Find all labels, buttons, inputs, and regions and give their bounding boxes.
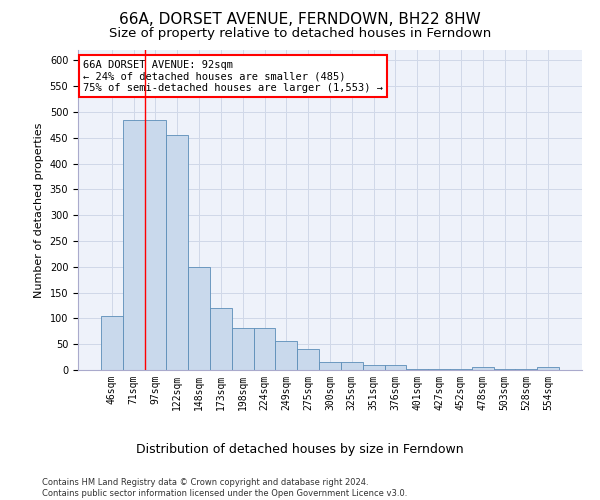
Bar — [363, 365, 385, 370]
Text: 66A, DORSET AVENUE, FERNDOWN, BH22 8HW: 66A, DORSET AVENUE, FERNDOWN, BH22 8HW — [119, 12, 481, 28]
Bar — [341, 362, 363, 370]
Bar — [385, 365, 406, 370]
Bar — [319, 362, 341, 370]
Bar — [101, 316, 123, 370]
Bar — [537, 367, 559, 370]
Bar — [123, 120, 145, 370]
Bar — [472, 367, 494, 370]
Text: 66A DORSET AVENUE: 92sqm
← 24% of detached houses are smaller (485)
75% of semi-: 66A DORSET AVENUE: 92sqm ← 24% of detach… — [83, 60, 383, 93]
Bar — [145, 120, 166, 370]
Bar — [275, 340, 297, 370]
Text: Contains HM Land Registry data © Crown copyright and database right 2024.
Contai: Contains HM Land Registry data © Crown c… — [42, 478, 407, 498]
Bar — [188, 267, 210, 370]
Bar — [232, 328, 254, 370]
Bar — [254, 328, 275, 370]
Bar — [166, 135, 188, 370]
Text: Distribution of detached houses by size in Ferndown: Distribution of detached houses by size … — [136, 442, 464, 456]
Bar — [297, 350, 319, 370]
Bar — [210, 308, 232, 370]
Text: Size of property relative to detached houses in Ferndown: Size of property relative to detached ho… — [109, 28, 491, 40]
Y-axis label: Number of detached properties: Number of detached properties — [34, 122, 44, 298]
